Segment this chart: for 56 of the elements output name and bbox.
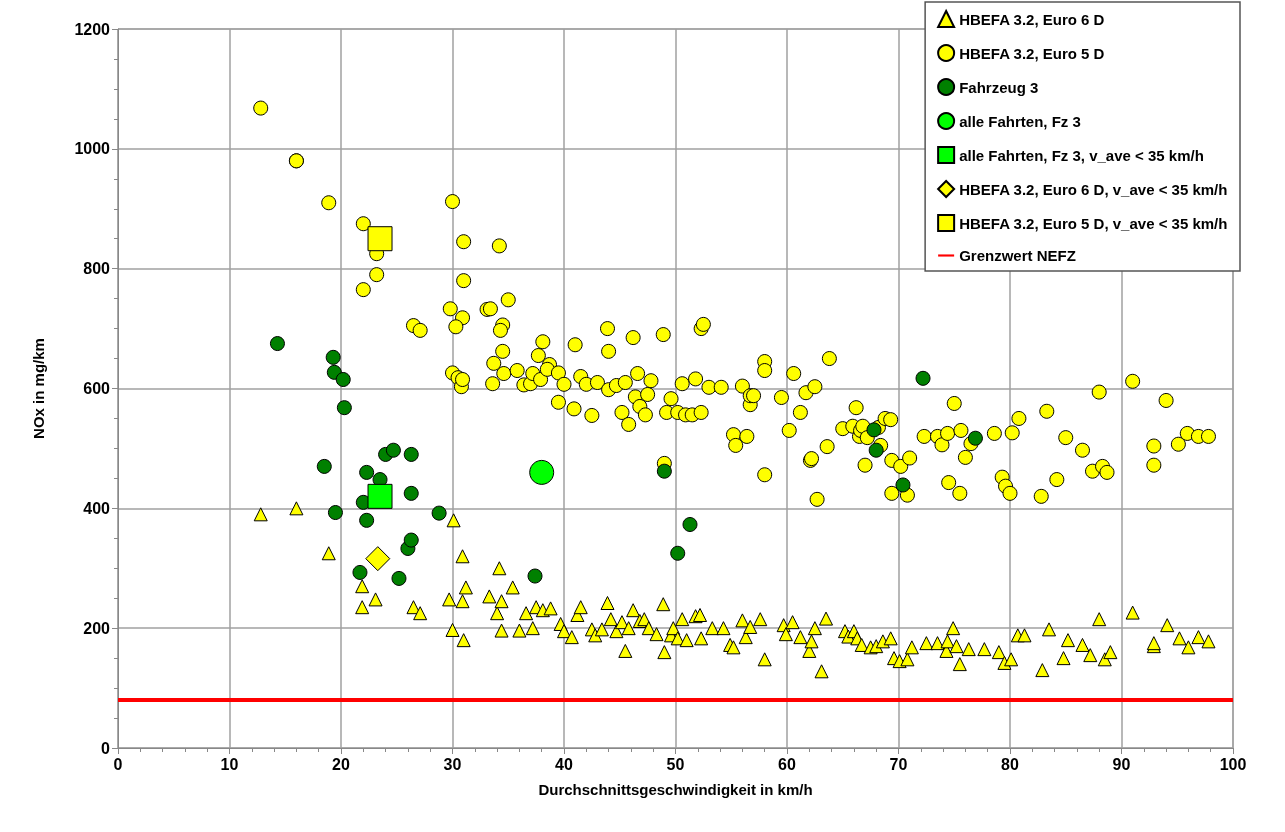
y-tick-label: 0: [101, 739, 111, 757]
point: [529, 459, 555, 485]
x-axis-title: Durchschnittsgeschwindigkeit in km/h: [538, 781, 813, 798]
x-tick-label: 30: [443, 755, 462, 773]
point: [682, 517, 698, 533]
point: [359, 512, 375, 528]
point: [391, 570, 407, 586]
point: [335, 372, 351, 388]
y-axis-title: NOx in mg/km: [30, 338, 47, 439]
x-tick-label: 80: [1001, 755, 1019, 773]
point: [365, 546, 391, 572]
point: [352, 564, 368, 580]
point: [325, 349, 341, 365]
point: [359, 464, 375, 480]
legend-label: HBEFA 3.2, Euro 5 D: [959, 44, 1105, 62]
legend-label: Grenzwert NEFZ: [959, 247, 1076, 264]
x-tick-label: 40: [555, 755, 573, 773]
x-tick-label: 60: [778, 755, 796, 773]
point: [868, 442, 884, 458]
point: [367, 226, 393, 252]
point: [336, 400, 352, 416]
legend-label: HBEFA 3.2, Euro 5 D, v_ave < 35 km/h: [959, 214, 1228, 232]
point: [403, 532, 419, 548]
point: [915, 370, 931, 386]
point: [327, 505, 343, 521]
x-tick-label: 10: [220, 755, 239, 773]
point: [866, 422, 882, 438]
x-tick-label: 20: [332, 755, 350, 773]
y-tick-label: 1000: [74, 140, 111, 158]
y-tick-label: 800: [83, 260, 111, 278]
legend-label: alle Fahrten, Fz 3, v_ave < 35 km/h: [959, 146, 1204, 164]
y-tick-label: 200: [83, 619, 111, 637]
x-tick-label: 0: [113, 755, 123, 773]
point: [269, 336, 285, 352]
x-tick-label: 90: [1112, 755, 1131, 773]
point: [967, 430, 983, 446]
x-tick-label: 100: [1219, 755, 1247, 773]
x-tick-label: 70: [889, 755, 908, 773]
point: [895, 477, 911, 493]
point: [316, 458, 332, 474]
legend-label: HBEFA 3.2, Euro 6 D, v_ave < 35 km/h: [959, 180, 1228, 198]
point: [385, 442, 401, 458]
legend-label: alle Fahrten, Fz 3: [959, 112, 1081, 130]
y-tick-label: 600: [83, 380, 111, 397]
point: [431, 505, 447, 521]
legend-label: HBEFA 3.2, Euro 6 D: [959, 10, 1105, 28]
legend-label: Fahrzeug 3: [959, 78, 1039, 96]
y-tick-label: 400: [83, 499, 111, 517]
point: [656, 463, 672, 479]
point: [403, 446, 419, 462]
point: [670, 545, 686, 561]
point: [527, 568, 543, 584]
point: [367, 483, 393, 509]
point: [403, 485, 419, 501]
y-tick-label: 1200: [74, 20, 111, 38]
x-tick-label: 50: [666, 755, 685, 773]
